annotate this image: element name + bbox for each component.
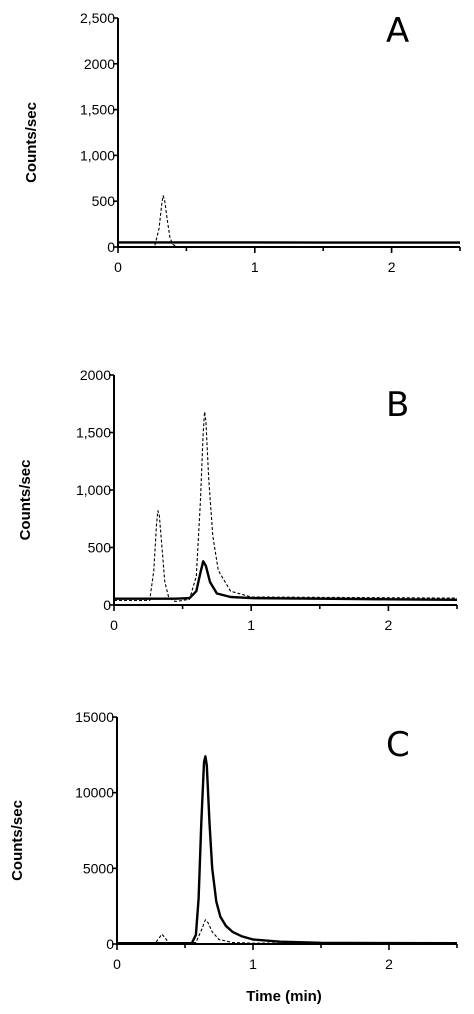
y-tick-label: 1,500 [80, 102, 115, 118]
series-line-solid [114, 560, 458, 601]
panel-letter: A [386, 11, 409, 51]
y-tick-label: 1,500 [76, 425, 111, 441]
y-tick-label: 0 [106, 936, 114, 952]
x-tick-label: 1 [251, 259, 259, 275]
series-line-dashed [114, 411, 458, 603]
x-tick-label: 0 [113, 956, 121, 972]
panel-c: 0 5000 10000 15000 0 1 2 Counts/sec Time (min) C [9, 709, 458, 1005]
y-tick-label: 0 [107, 239, 115, 255]
y-axis-label: Counts/sec [23, 102, 40, 183]
series-line-dashed [154, 195, 176, 247]
y-tick-label: 2000 [80, 367, 111, 383]
y-tick-label: 1,000 [76, 482, 111, 498]
x-tick-label: 2 [385, 617, 393, 633]
x-tick-label: 1 [249, 956, 257, 972]
y-axis-label: Counts/sec [9, 800, 26, 881]
y-tick-label: 5000 [83, 860, 114, 876]
y-tick-label: 10000 [75, 785, 114, 801]
x-tick-label: 0 [110, 617, 118, 633]
y-tick-label: 500 [88, 540, 112, 556]
x-tick-label: 0 [114, 259, 122, 275]
panel-b: 0 500 1,000 1,500 2000 0 1 2 Counts/sec B [17, 367, 458, 633]
y-tick-label: 2,500 [80, 10, 115, 26]
y-tick-label: 500 [92, 193, 116, 209]
y-tick-label: 1,000 [80, 147, 115, 163]
x-tick-label: 2 [388, 259, 396, 275]
panel-letter: C [386, 725, 410, 765]
panel-a: 0 500 1,000 1,500 2000 2,500 0 1 2 Counts/sec A [23, 10, 461, 275]
series-line-solid [117, 755, 458, 945]
series-line-dashed [117, 919, 458, 945]
y-tick-label: 0 [103, 597, 111, 613]
x-axis-label: Time (min) [246, 988, 322, 1005]
y-tick-label: 15000 [75, 709, 114, 725]
x-tick-label: 2 [385, 956, 393, 972]
y-tick-label: 2000 [84, 56, 115, 72]
x-tick-label: 1 [247, 617, 255, 633]
y-axis-label: Counts/sec [17, 460, 34, 541]
panel-letter: B [386, 385, 409, 425]
